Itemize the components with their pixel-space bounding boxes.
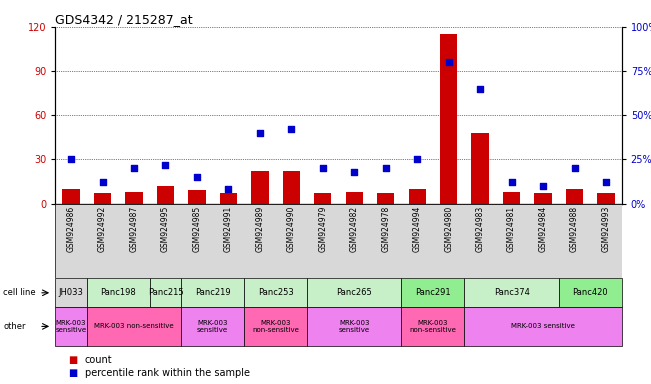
- Text: GSM924983: GSM924983: [476, 206, 484, 252]
- Point: [601, 179, 611, 185]
- Text: GSM924993: GSM924993: [602, 206, 611, 252]
- Point: [569, 165, 579, 171]
- Bar: [566, 189, 583, 204]
- Text: percentile rank within the sample: percentile rank within the sample: [85, 368, 249, 378]
- Text: MRK-003
sensitive: MRK-003 sensitive: [339, 320, 370, 333]
- Point: [443, 59, 454, 65]
- Point: [380, 165, 391, 171]
- Point: [255, 130, 265, 136]
- Text: Panc374: Panc374: [493, 288, 529, 297]
- Text: Panc219: Panc219: [195, 288, 230, 297]
- Point: [223, 186, 234, 192]
- Point: [538, 183, 548, 189]
- Bar: [314, 193, 331, 204]
- Text: GSM924992: GSM924992: [98, 206, 107, 252]
- Point: [286, 126, 296, 132]
- Point: [318, 165, 328, 171]
- Bar: [157, 186, 174, 204]
- Text: cell line: cell line: [3, 288, 36, 297]
- Point: [475, 86, 485, 92]
- Bar: [346, 192, 363, 204]
- Text: ■: ■: [68, 355, 77, 365]
- Point: [97, 179, 107, 185]
- Text: JH033: JH033: [59, 288, 83, 297]
- Text: GSM924979: GSM924979: [318, 206, 327, 252]
- Text: GSM924982: GSM924982: [350, 206, 359, 252]
- Text: GSM924990: GSM924990: [287, 206, 296, 252]
- Text: GSM924989: GSM924989: [255, 206, 264, 252]
- Text: GSM924991: GSM924991: [224, 206, 233, 252]
- Bar: [188, 190, 206, 204]
- Text: Panc291: Panc291: [415, 288, 450, 297]
- Bar: [55, 204, 622, 278]
- Bar: [62, 189, 79, 204]
- Text: Panc420: Panc420: [572, 288, 608, 297]
- Bar: [377, 193, 395, 204]
- Text: Panc198: Panc198: [100, 288, 136, 297]
- Text: ■: ■: [68, 368, 77, 378]
- Point: [191, 174, 202, 180]
- Text: GSM924980: GSM924980: [444, 206, 453, 252]
- Text: GSM924994: GSM924994: [413, 206, 422, 252]
- Bar: [471, 133, 489, 204]
- Point: [160, 162, 171, 168]
- Point: [129, 165, 139, 171]
- Text: MRK-003
sensitive: MRK-003 sensitive: [55, 320, 87, 333]
- Bar: [220, 193, 237, 204]
- Bar: [94, 193, 111, 204]
- Bar: [534, 193, 551, 204]
- Text: MRK-003 sensitive: MRK-003 sensitive: [511, 323, 575, 329]
- Text: MRK-003
non-sensitive: MRK-003 non-sensitive: [252, 320, 299, 333]
- Text: GSM924988: GSM924988: [570, 206, 579, 252]
- Text: Panc253: Panc253: [258, 288, 294, 297]
- Bar: [598, 193, 615, 204]
- Bar: [440, 34, 457, 204]
- Text: GDS4342 / 215287_at: GDS4342 / 215287_at: [55, 13, 193, 26]
- Text: GSM924985: GSM924985: [193, 206, 201, 252]
- Text: MRK-003
sensitive: MRK-003 sensitive: [197, 320, 229, 333]
- Point: [412, 156, 422, 162]
- Text: MRK-003
non-sensitive: MRK-003 non-sensitive: [409, 320, 456, 333]
- Text: GSM924984: GSM924984: [538, 206, 547, 252]
- Text: Panc215: Panc215: [148, 288, 184, 297]
- Text: GSM924981: GSM924981: [507, 206, 516, 252]
- Text: GSM924987: GSM924987: [130, 206, 139, 252]
- Bar: [126, 192, 143, 204]
- Point: [506, 179, 517, 185]
- Text: MRK-003 non-sensitive: MRK-003 non-sensitive: [94, 323, 174, 329]
- Point: [66, 156, 76, 162]
- Text: other: other: [3, 322, 26, 331]
- Point: [349, 169, 359, 175]
- Text: GSM924978: GSM924978: [381, 206, 390, 252]
- Text: GSM924995: GSM924995: [161, 206, 170, 252]
- Text: Panc265: Panc265: [337, 288, 372, 297]
- Bar: [503, 192, 520, 204]
- Text: count: count: [85, 355, 112, 365]
- Bar: [251, 171, 268, 204]
- Text: GSM924986: GSM924986: [66, 206, 76, 252]
- Bar: [283, 171, 300, 204]
- Bar: [409, 189, 426, 204]
